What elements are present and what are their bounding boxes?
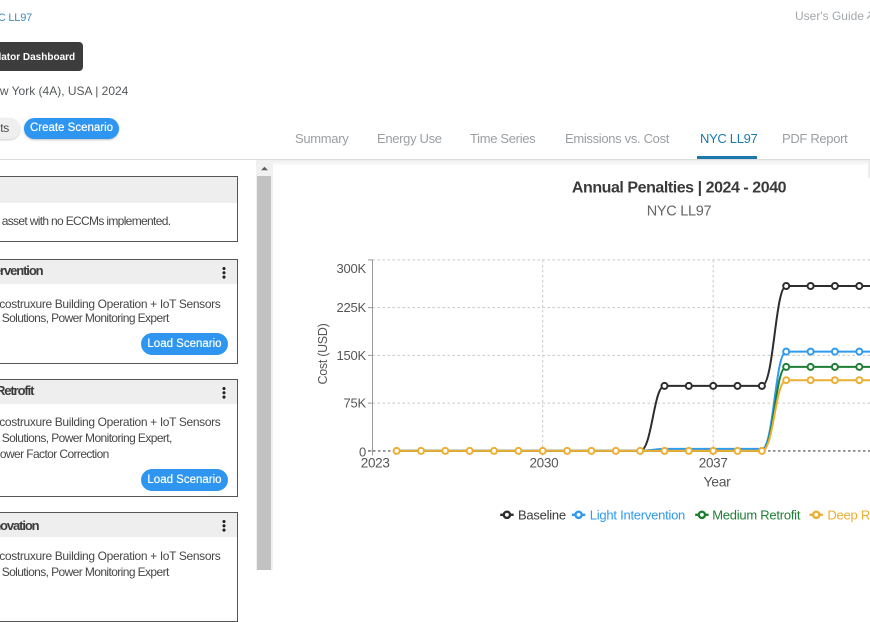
svg-text:NYC LL97: NYC LL97 xyxy=(647,204,712,220)
svg-text:Annual Penalties | 2024 - 2040: Annual Penalties | 2024 - 2040 xyxy=(572,180,787,197)
svg-text:300K: 300K xyxy=(336,261,366,276)
svg-text:Deep Renovation: Deep Renovation xyxy=(827,508,870,523)
svg-text:2023: 2023 xyxy=(361,455,390,470)
svg-text:Light Intervention: Light Intervention xyxy=(590,508,685,523)
svg-text:Baseline: Baseline xyxy=(518,508,566,523)
svg-text:Cost (USD): Cost (USD) xyxy=(316,323,330,384)
svg-text:75K: 75K xyxy=(343,396,366,411)
svg-text:2037: 2037 xyxy=(699,455,728,470)
svg-text:2030: 2030 xyxy=(529,455,558,470)
svg-text:Medium Retrofit: Medium Retrofit xyxy=(712,508,801,523)
svg-text:150K: 150K xyxy=(336,348,366,363)
svg-text:Year: Year xyxy=(703,473,731,489)
svg-text:225K: 225K xyxy=(336,300,366,315)
svg-text:0: 0 xyxy=(359,445,366,460)
